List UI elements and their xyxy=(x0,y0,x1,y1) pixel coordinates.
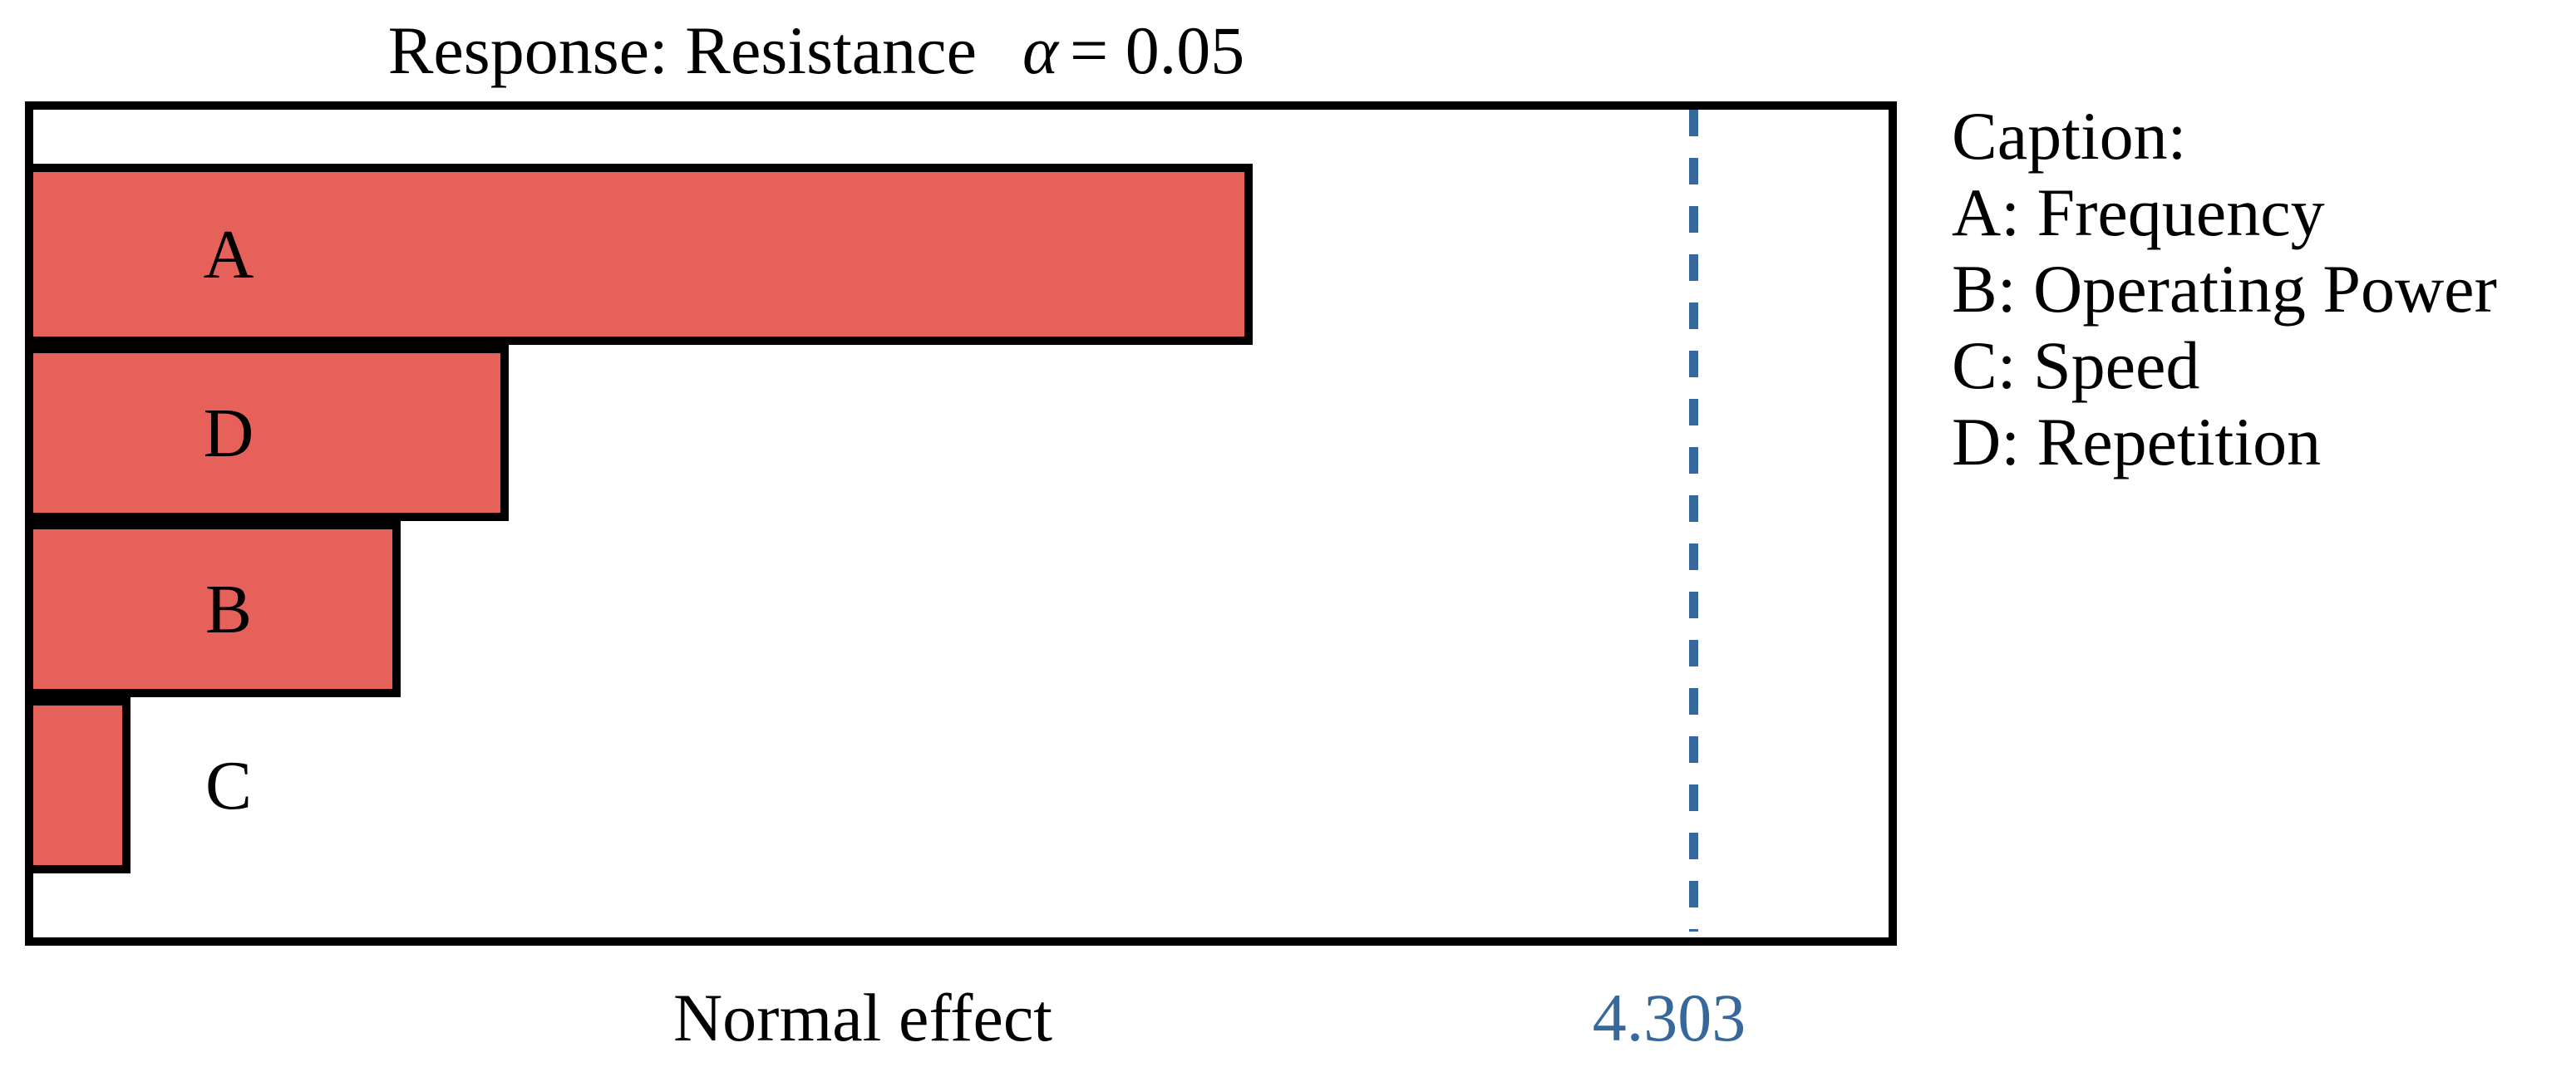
threshold-line xyxy=(1689,110,1698,932)
x-axis-label: Normal effect xyxy=(672,980,1053,1055)
effect-bar-a xyxy=(25,164,1253,345)
caption-item-b: B: Operating Power xyxy=(1952,251,2497,327)
caption-item-c: C: Speed xyxy=(1952,327,2200,403)
chart-title: Response: Resistance α = 0.05 xyxy=(47,12,1585,90)
caption-block: Caption: A: Frequency B: Operating Power… xyxy=(1952,98,2497,480)
threshold-value-label: 4.303 xyxy=(1592,980,1746,1055)
chart-title-text: Response: Resistance xyxy=(387,12,977,88)
caption-heading: Caption: xyxy=(1952,98,2187,174)
effect-bar-b xyxy=(25,521,401,697)
alpha-symbol: α xyxy=(1022,12,1059,88)
effect-bar-c xyxy=(25,697,131,873)
effect-bar-d xyxy=(25,345,509,521)
caption-item-d: D: Repetition xyxy=(1952,404,2322,479)
alpha-equation: = 0.05 xyxy=(1070,12,1245,88)
caption-item-a: A: Frequency xyxy=(1952,175,2325,250)
